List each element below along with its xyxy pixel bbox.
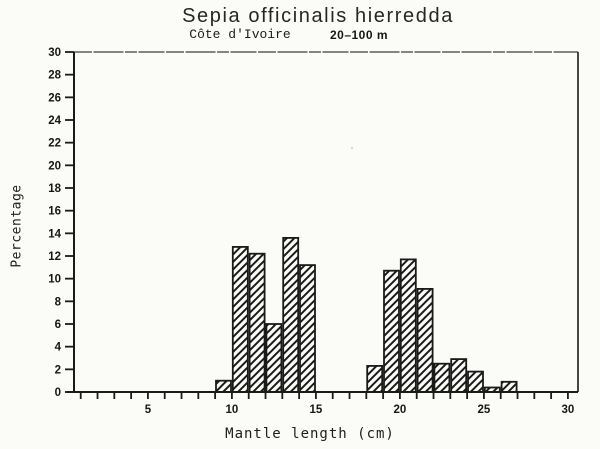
y-tick-label: 22 — [48, 138, 61, 150]
y-tick-label: 4 — [55, 342, 62, 354]
bar-bin-23 — [450, 358, 468, 393]
bar-bin-13 — [282, 236, 300, 393]
y-tick-label: 2 — [55, 364, 61, 376]
bar-bin-24 — [467, 370, 484, 393]
bar-bin-10 — [231, 245, 249, 393]
y-tick-label: 10 — [48, 274, 61, 286]
scan-artifact-dot — [351, 147, 353, 149]
plot-frame — [67, 51, 579, 393]
y-tick-label: 24 — [48, 115, 61, 127]
histogram-bars — [215, 236, 518, 393]
bar-bin-21 — [416, 287, 434, 393]
x-tick-label: 25 — [478, 404, 491, 416]
bar-bin-11 — [248, 252, 266, 393]
bar-bin-20 — [399, 258, 417, 393]
x-tick-label: 20 — [394, 404, 407, 416]
bar-bin-12 — [265, 323, 283, 393]
y-tick-label: 16 — [48, 206, 61, 218]
y-tick-label: 8 — [55, 296, 62, 308]
bar-bin-18 — [366, 364, 384, 393]
x-tick-label: 10 — [226, 404, 239, 416]
chart-title: Sepia officinalis hierredda — [182, 5, 454, 27]
x-axis-label: Mantle length (cm) — [225, 426, 395, 442]
y-tick-label: 28 — [48, 70, 61, 82]
y-tick-label: 14 — [48, 228, 61, 240]
bar-bin-26 — [500, 380, 518, 393]
bar-bin-14 — [299, 264, 316, 393]
y-tick-label: 6 — [55, 319, 61, 331]
chart-subtitle-location: Côte d'Ivoire — [189, 27, 291, 42]
y-tick-label: 20 — [48, 160, 61, 172]
y-tick-label: 12 — [48, 251, 61, 263]
y-tick-label: 0 — [55, 387, 61, 399]
bar-bin-22 — [433, 362, 451, 393]
x-axis-ticks: 5 10 15 20 25 30 — [79, 392, 575, 416]
y-tick-label: 26 — [48, 92, 61, 104]
x-tick-label: 5 — [145, 404, 152, 416]
chart-subtitle-depth-range: 20–100 m — [329, 28, 389, 42]
x-tick-label: 30 — [562, 404, 575, 416]
y-tick-label: 18 — [48, 183, 61, 195]
x-tick-label: 15 — [310, 404, 323, 416]
y-tick-label: 30 — [48, 47, 61, 59]
bar-bin-9 — [215, 379, 232, 393]
bar-bin-19 — [383, 269, 400, 393]
